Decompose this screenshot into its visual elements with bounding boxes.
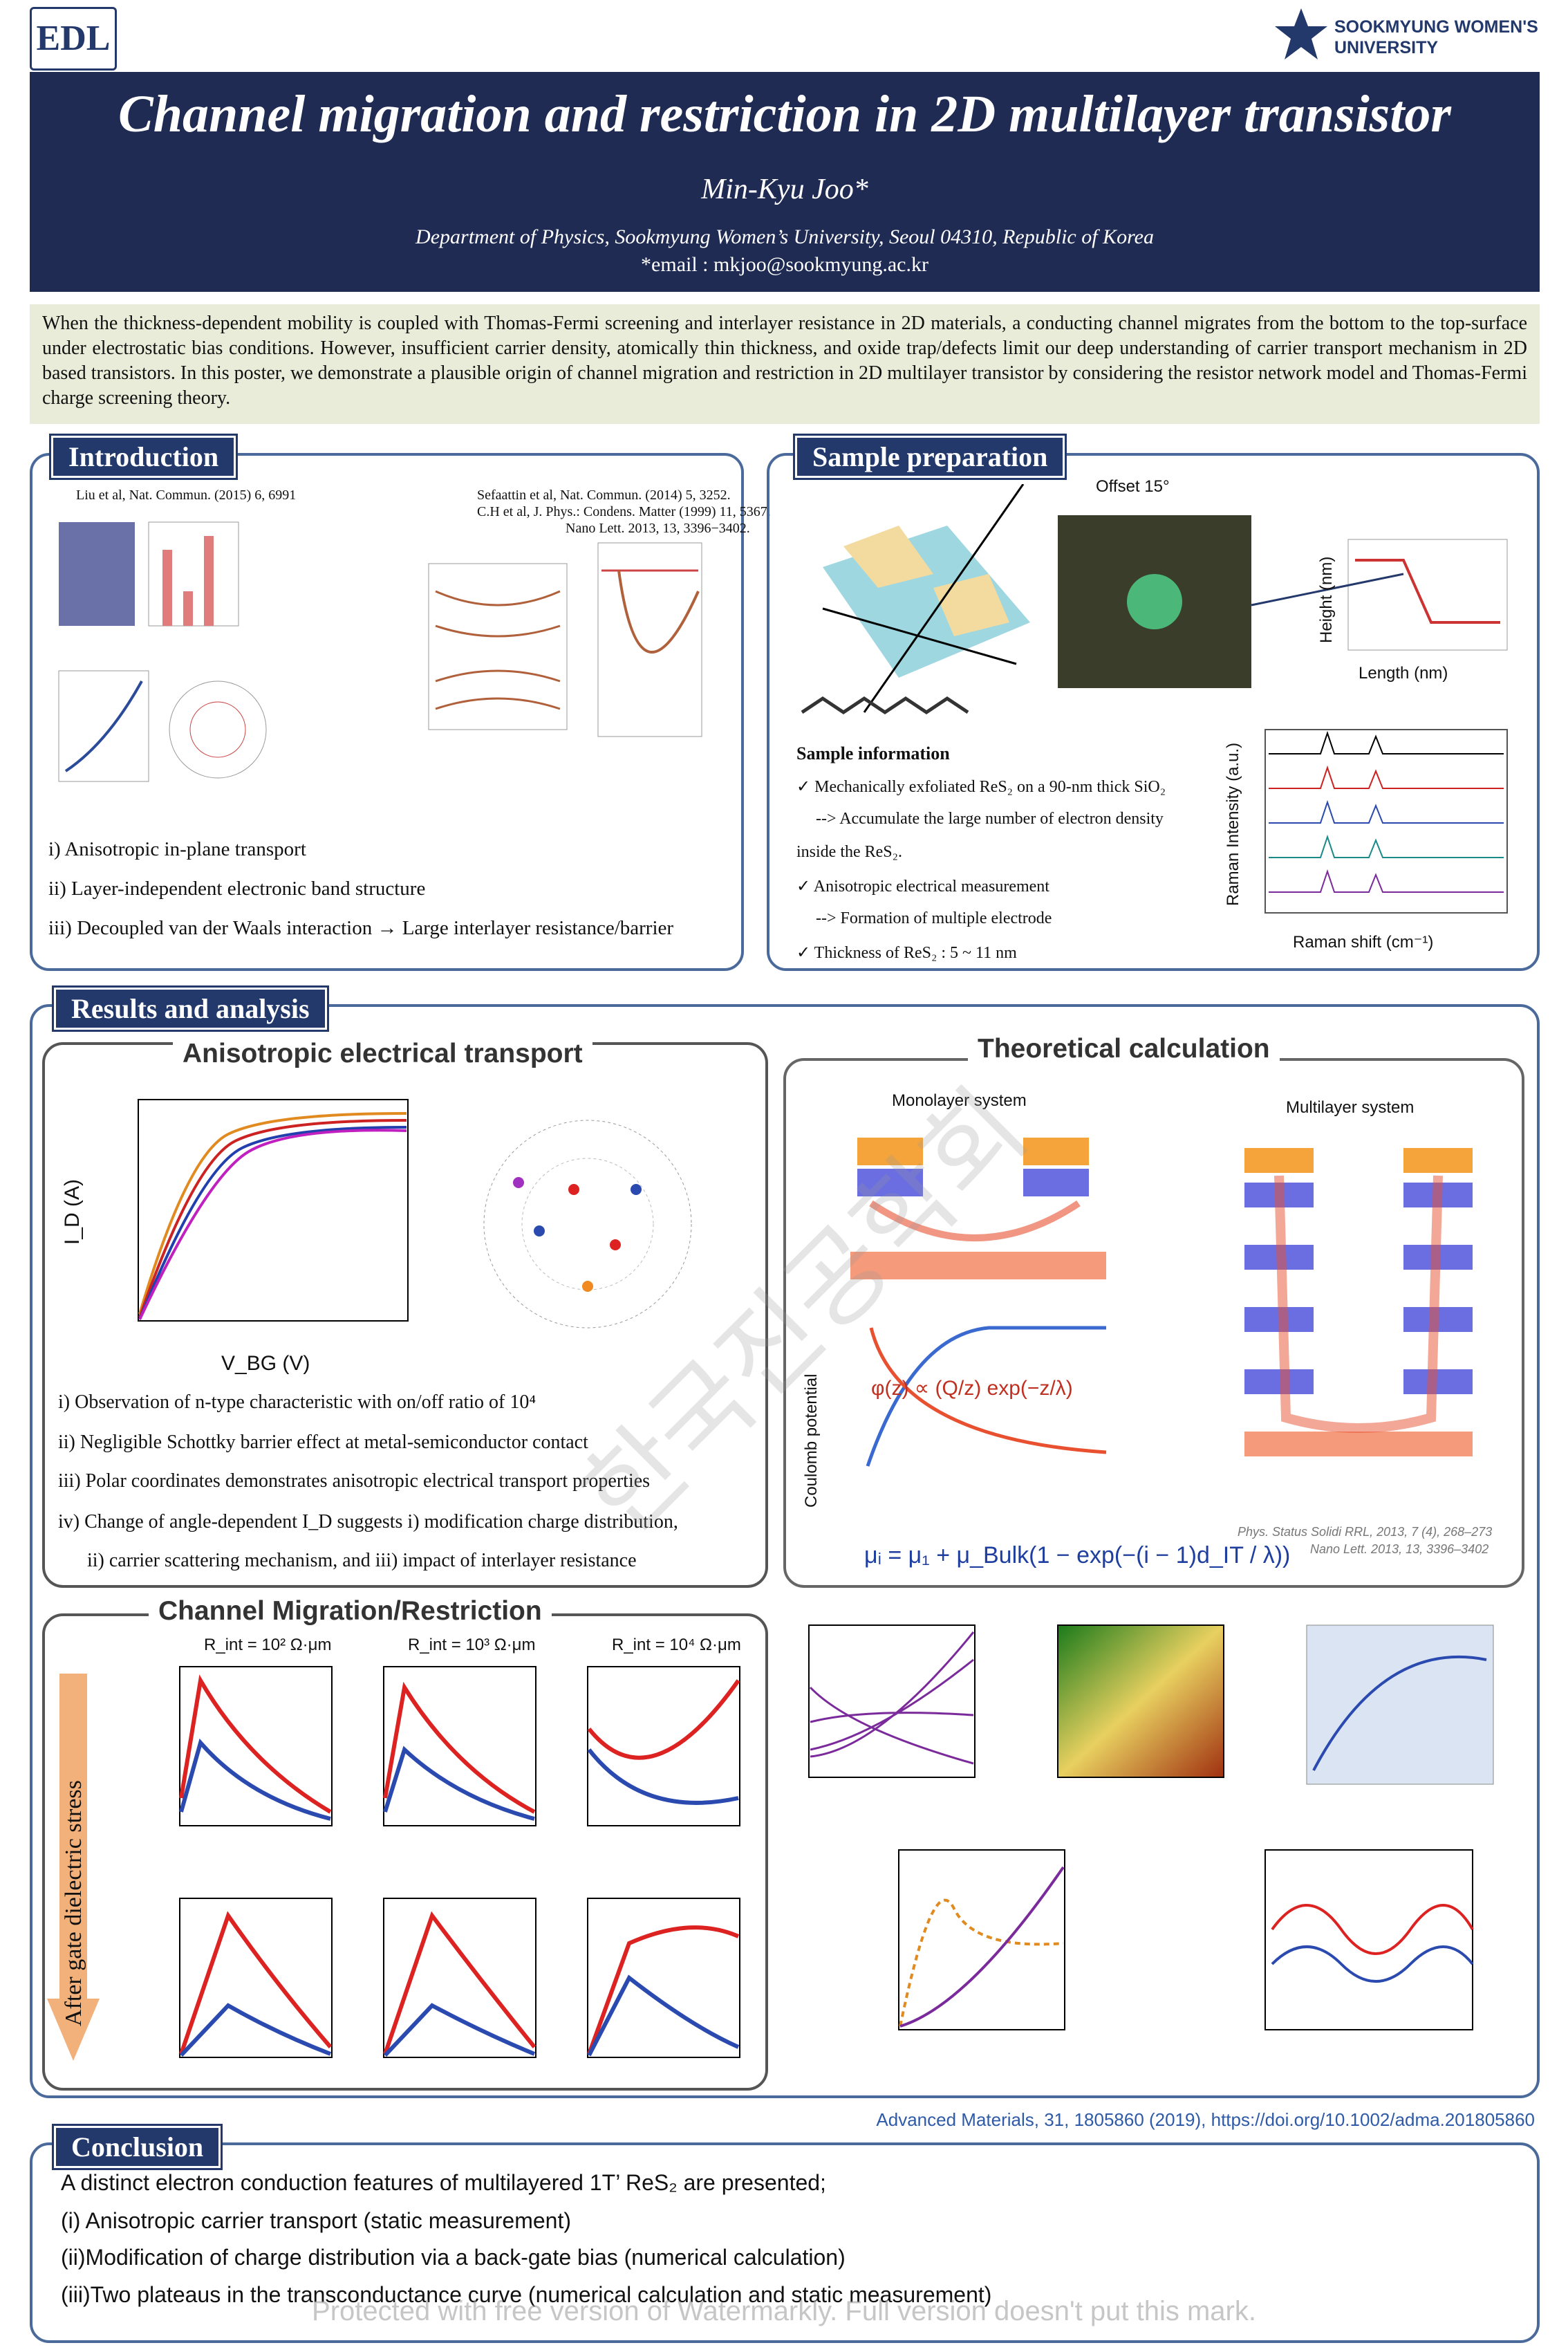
bullet: i) Anisotropic in-plane transport	[48, 838, 306, 860]
bullet: --> Accumulate the large number of elect…	[816, 810, 1164, 828]
simulation-figures	[808, 1624, 1494, 2030]
sample-panel	[767, 453, 1540, 971]
panel-title: R_int = 10³ Ω·μm	[408, 1636, 536, 1654]
conclusion-line: (iii)Two plateaus in the transconductanc…	[61, 2282, 992, 2307]
side-label: After gate dielectric stress	[61, 1780, 86, 2026]
axis-label: Height (nm)	[1317, 556, 1336, 643]
axis-label: Raman Intensity (a.u.)	[1224, 742, 1242, 906]
introduction-panel	[30, 453, 744, 971]
transport-figures	[138, 1099, 692, 1328]
equation: φ(z) ∝ (Q/z) exp(−z/λ)	[871, 1377, 1073, 1400]
bullet: iv) Change of angle-dependent I_D sugges…	[58, 1511, 678, 1532]
conclusion-line: (i) Anisotropic carrier transport (stati…	[61, 2208, 571, 2233]
bullet: ✓ Anisotropic electrical measurement	[796, 878, 1049, 896]
results-panel	[30, 1004, 1540, 2098]
bullet: ii) carrier scattering mechanism, and ii…	[87, 1550, 637, 1571]
axis-label: V_BG (V)	[221, 1352, 310, 1375]
bullet: iii) Polar coordinates demonstrates anis…	[58, 1470, 651, 1492]
channel-plots	[179, 1666, 740, 2058]
raman-plot	[1264, 729, 1508, 914]
panel-title: R_int = 10² Ω·μm	[204, 1636, 332, 1654]
watermark: Protected with free version of Watermark…	[312, 2296, 1256, 2326]
title: Channel migration and restriction in 2D …	[118, 85, 1451, 143]
figure-label: Monolayer system	[892, 1091, 1027, 1110]
university-name: SOOKMYUNG WOMEN'S UNIVERSITY	[1334, 17, 1538, 57]
email: *email : mkjoo@sookmyung.ac.kr	[641, 253, 928, 276]
section-heading: Sample preparation	[792, 434, 1067, 480]
reference: Nano Lett. 2013, 13, 3396−3402.	[566, 521, 750, 536]
title-banner: Channel migration and restriction in 2D …	[30, 72, 1540, 292]
bullet: ii) Layer-independent electronic band st…	[48, 878, 426, 900]
reference: Liu et al, Nat. Commun. (2015) 6, 6991	[76, 488, 297, 503]
conclusion-line: A distinct electron conduction features …	[61, 2170, 826, 2195]
axis-label: Raman shift (cm⁻¹)	[1293, 933, 1434, 952]
bullet: ✓ Thickness of ReS₂ : 5 ~ 11 nm	[796, 944, 1017, 962]
stress-arrow	[47, 1674, 100, 2061]
reference: Phys. Status Solidi RRL, 2013, 7 (4), 26…	[1238, 1525, 1493, 1539]
subheading: Sample information	[796, 743, 950, 763]
subsection-heading: Anisotropic electrical transport	[173, 1039, 592, 1069]
bullet: ✓ Mechanically exfoliated ReS₂ on a 90-n…	[796, 778, 1166, 796]
panel-title: R_int = 10⁴ Ω·μm	[612, 1636, 741, 1654]
section-heading: Results and analysis	[52, 985, 329, 1032]
theory-figures	[850, 1138, 1473, 1480]
bullet: inside the ReS₂.	[796, 843, 903, 861]
bullet: ii) Negligible Schottky barrier effect a…	[58, 1432, 588, 1453]
citation: Advanced Materials, 31, 1805860 (2019), …	[876, 2109, 1535, 2130]
conclusion-panel	[30, 2142, 1540, 2343]
university-emblem	[1275, 8, 1327, 59]
introduction-figures	[58, 521, 702, 782]
affiliation: Department of Physics, Sookmyung Women’s…	[416, 225, 1154, 248]
subsection-heading: Theoretical calculation	[968, 1034, 1280, 1064]
figure-label: Offset 15°	[1096, 477, 1170, 496]
figure-label: Multilayer system	[1286, 1098, 1415, 1117]
reference: Nano Lett. 2013, 13, 3396–3402	[1310, 1542, 1489, 1556]
subsection-heading: Channel Migration/Restriction	[149, 1596, 552, 1627]
axis-label: Length (nm)	[1359, 664, 1448, 683]
lab-logo: EDL	[30, 7, 117, 71]
abstract: When the thickness-dependent mobility is…	[30, 304, 1540, 424]
section-heading: Introduction	[48, 434, 239, 480]
equation: μᵢ = μ₁ + μ_Bulk(1 − exp(−(i − 1)d_IT / …	[864, 1542, 1291, 1568]
section-heading: Conclusion	[51, 2124, 223, 2170]
bullet: --> Formation of multiple electrode	[816, 909, 1052, 927]
bullet: i) Observation of n-type characteristic …	[58, 1391, 536, 1413]
conclusion-line: (ii)Modification of charge distribution …	[61, 2245, 846, 2270]
author: Min-Kyu Joo*	[701, 174, 868, 205]
axis-label: I_D (A)	[61, 1178, 84, 1245]
sample-figures	[801, 484, 1508, 715]
bullet: iii) Decoupled van der Waals interaction…	[48, 917, 674, 939]
reference: Sefaattin et al, Nat. Commun. (2014) 5, …	[477, 488, 731, 503]
reference: C.H et al, J. Phys.: Condens. Matter (19…	[477, 504, 771, 519]
